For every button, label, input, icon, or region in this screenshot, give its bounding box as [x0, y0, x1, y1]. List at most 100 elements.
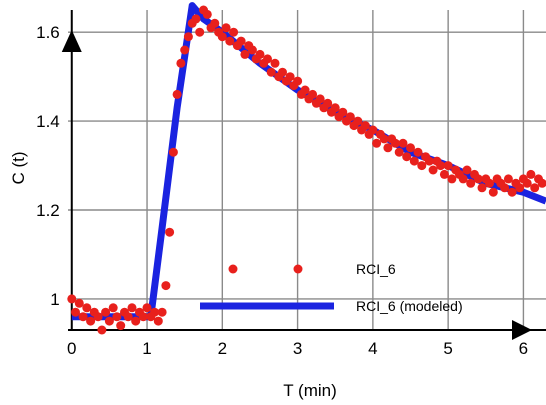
data-point: [515, 183, 525, 193]
y-tick-label: 1: [50, 290, 59, 309]
data-point: [278, 67, 287, 77]
x-tick-label: 4: [368, 339, 377, 358]
data-point: [168, 147, 178, 157]
data-point: [345, 112, 355, 122]
data-point: [323, 98, 333, 108]
data-point: [338, 107, 348, 117]
data-point: [93, 312, 103, 322]
legend-point-marker: [228, 264, 238, 274]
data-point: [165, 227, 175, 237]
data-point: [372, 138, 382, 148]
data-point: [71, 307, 80, 317]
x-tick-label: 2: [218, 339, 227, 358]
data-point: [263, 54, 272, 64]
data-point: [462, 165, 472, 175]
data-point: [330, 103, 340, 113]
data-point: [466, 178, 476, 188]
data-point: [413, 147, 423, 157]
x-axis-arrow-icon: [512, 320, 532, 340]
data-point: [172, 89, 182, 99]
x-tick-labels: 0 1 2 3 4 5 6: [67, 339, 528, 358]
data-point: [74, 298, 84, 308]
model-line: [71, 2, 546, 321]
data-point: [270, 58, 280, 68]
data-point: [522, 178, 532, 188]
data-point: [394, 147, 404, 157]
data-point: [458, 174, 468, 184]
data-point: [161, 281, 171, 291]
data-point: [488, 187, 498, 197]
data-point: [101, 307, 111, 317]
x-tick-label: 3: [293, 339, 302, 358]
data-point: [398, 138, 408, 148]
y-tick-labels: 1 1.2 1.4 1.6: [36, 23, 60, 309]
data-point: [195, 27, 205, 37]
data-point: [424, 156, 434, 166]
data-point: [127, 303, 137, 313]
data-point: [142, 303, 152, 313]
y-axis-title: C (t): [9, 151, 28, 184]
data-point: [409, 156, 419, 166]
data-point: [202, 9, 212, 19]
data-point: [97, 325, 107, 335]
data-point: [417, 161, 427, 171]
data-point: [78, 312, 88, 322]
data-point: [67, 294, 77, 304]
data-point: [157, 307, 167, 317]
legend-label: RCI_6 (modeled): [356, 298, 463, 314]
series-points: [67, 5, 546, 335]
data-point: [266, 67, 276, 77]
data-point: [507, 187, 517, 197]
x-tick-label: 0: [67, 339, 76, 358]
data-point: [477, 183, 487, 193]
x-axis-title: T (min): [283, 381, 337, 400]
data-point: [191, 14, 201, 24]
x-tick-label: 1: [142, 339, 151, 358]
data-point: [439, 169, 449, 179]
data-point: [485, 178, 494, 188]
data-point: [138, 312, 148, 322]
data-point: [383, 143, 393, 153]
data-point: [221, 23, 231, 33]
data-point: [436, 161, 446, 171]
data-point: [402, 152, 412, 162]
data-point: [123, 312, 133, 322]
data-point: [406, 143, 415, 153]
data-point: [368, 125, 378, 135]
legend-label: RCI_6: [356, 261, 396, 277]
data-point: [82, 303, 92, 313]
data-point: [217, 32, 227, 42]
data-point: [500, 183, 510, 193]
data-point: [210, 18, 220, 28]
data-point: [308, 89, 318, 99]
y-axis-arrow-icon: [61, 30, 82, 52]
data-point: [526, 169, 536, 179]
data-point: [86, 316, 96, 326]
data-point: [236, 36, 246, 46]
data-point: [229, 27, 239, 37]
data-point: [108, 303, 118, 313]
data-point: [104, 316, 114, 326]
data-point: [315, 94, 325, 104]
data-point: [225, 36, 235, 46]
x-tick-label: 6: [519, 339, 528, 358]
series-modeled: [71, 2, 546, 321]
data-point: [353, 116, 363, 126]
data-point: [447, 174, 457, 184]
data-point: [443, 161, 453, 171]
data-point: [255, 49, 265, 59]
data-point: [537, 178, 546, 188]
data-point: [300, 85, 310, 95]
data-point: [112, 312, 122, 322]
legend: RCI_6 RCI_6 (modeled): [200, 261, 463, 314]
data-point: [150, 307, 160, 317]
data-point: [285, 72, 295, 82]
data-point: [176, 58, 186, 68]
data-point: [360, 121, 370, 131]
y-tick-label: 1.6: [36, 23, 60, 42]
data-point: [390, 138, 400, 148]
data-point: [180, 45, 190, 55]
data-point: [116, 321, 126, 331]
data-point: [247, 45, 257, 55]
